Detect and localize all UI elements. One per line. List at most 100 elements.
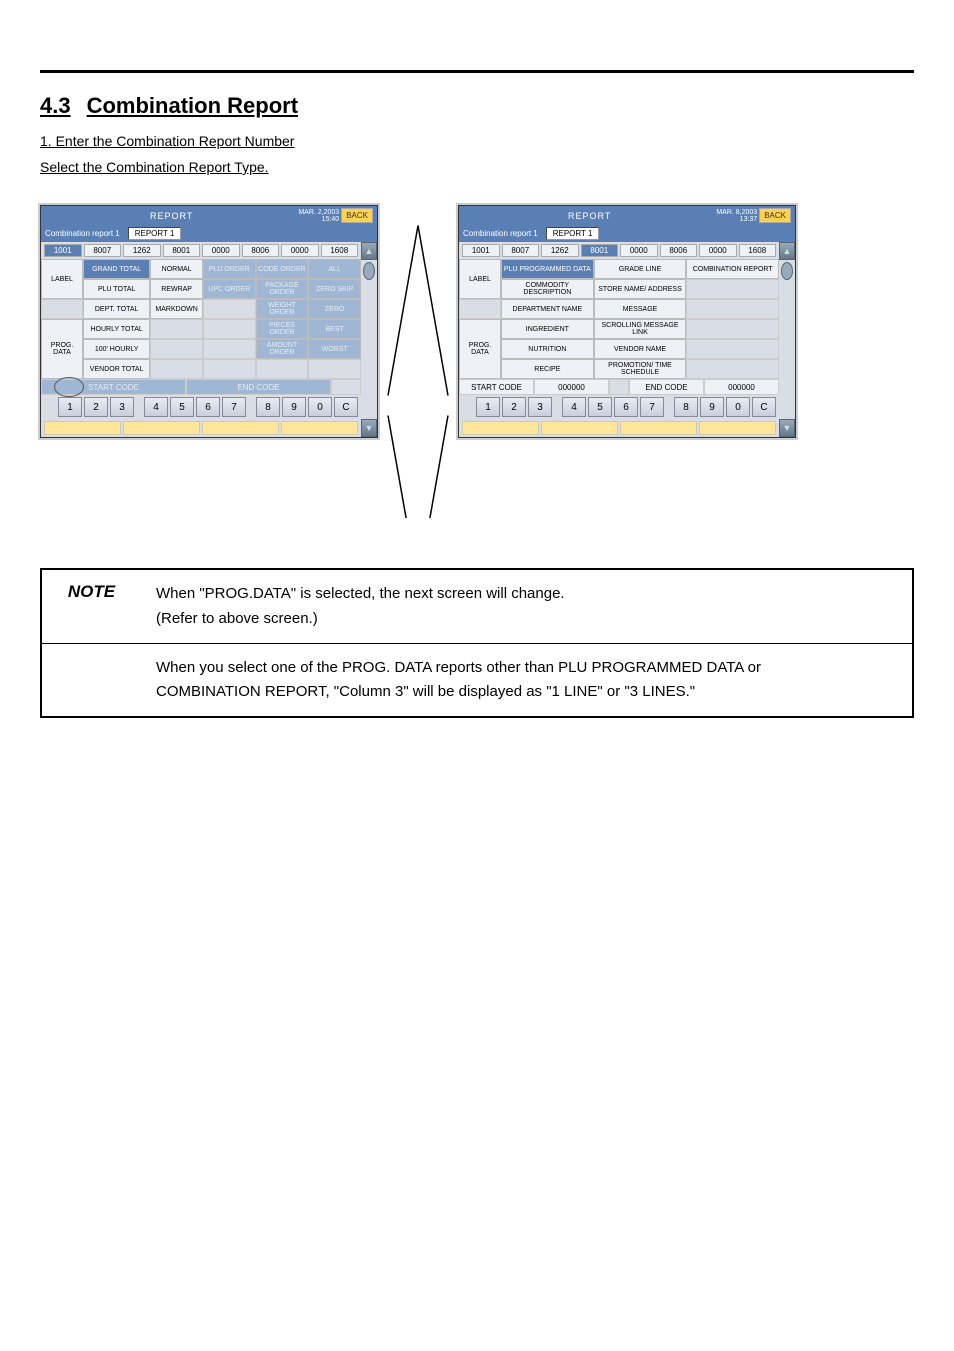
scroll-dot-icon[interactable] [781, 262, 793, 280]
number-row: 1001 8007 1262 8001 0000 8006 0000 1608 [41, 242, 361, 259]
grid-btn[interactable]: COMMODITY DESCRIPTION [501, 279, 594, 299]
grid-btn[interactable]: GRADE LINE [594, 259, 687, 279]
num-cell[interactable]: 8007 [502, 244, 540, 257]
note-label: NOTE [42, 570, 142, 643]
back-button[interactable]: BACK [341, 208, 373, 223]
grid-btn [308, 359, 361, 379]
num-cell[interactable]: 1608 [321, 244, 359, 257]
grid-btn[interactable]: HOURLY TOTAL [83, 319, 150, 339]
grid-btn[interactable]: ZERO [308, 299, 361, 319]
key-5[interactable]: 5 [170, 397, 194, 417]
key-9[interactable]: 9 [700, 397, 724, 417]
key-7[interactable]: 7 [222, 397, 246, 417]
note-body: When "PROG.DATA" is selected, the next s… [142, 570, 912, 643]
key-6[interactable]: 6 [196, 397, 220, 417]
grid-btn[interactable]: WORST [308, 339, 361, 359]
grid-btn[interactable]: VENDOR NAME [594, 339, 687, 359]
grid-btn[interactable]: PLU ORDER [203, 259, 256, 279]
num-cell[interactable]: 1608 [739, 244, 777, 257]
num-cell[interactable]: 8001 [581, 244, 619, 257]
scroll-down-icon[interactable]: ▼ [779, 419, 795, 437]
grid-btn[interactable]: BEST [308, 319, 361, 339]
grid-btn[interactable]: NORMAL [150, 259, 203, 279]
num-cell[interactable]: 8006 [660, 244, 698, 257]
grid-btn[interactable]: ZERO SKIP [308, 279, 361, 299]
grid-btn[interactable]: DEPT. TOTAL [83, 299, 150, 319]
key-0[interactable]: 0 [308, 397, 332, 417]
grid-btn[interactable]: UPC ORDER [203, 279, 256, 299]
step-2: Select the Combination Report Type. [40, 159, 914, 175]
side-progdata[interactable]: PROG. DATA [41, 319, 83, 379]
side-label[interactable]: LABEL [459, 259, 501, 299]
scroll-dot-icon[interactable] [363, 262, 375, 280]
key-4[interactable]: 4 [144, 397, 168, 417]
grid-btn[interactable]: AMOUNT ORDER [256, 339, 309, 359]
grid-btn[interactable]: VENDOR TOTAL [83, 359, 150, 379]
key-c[interactable]: C [334, 397, 358, 417]
key-c[interactable]: C [752, 397, 776, 417]
key-3[interactable]: 3 [528, 397, 552, 417]
grid-btn[interactable]: INGREDIENT [501, 319, 594, 339]
report-name-input[interactable]: REPORT 1 [128, 227, 182, 240]
grid-btn[interactable]: PLU PROGRAMMED DATA [501, 259, 594, 279]
grid-btn[interactable]: ALL [308, 259, 361, 279]
grid-btn[interactable]: CODE ORDER [256, 259, 309, 279]
key-4[interactable]: 4 [562, 397, 586, 417]
key-6[interactable]: 6 [614, 397, 638, 417]
grid-btn[interactable]: PLU TOTAL [83, 279, 150, 299]
back-button[interactable]: BACK [759, 208, 791, 223]
grid-btn[interactable]: COMBINATION REPORT [686, 259, 779, 279]
scroll-up-icon[interactable]: ▲ [779, 242, 795, 260]
end-code-label: END CODE [629, 379, 704, 395]
side-label[interactable]: LABEL [41, 259, 83, 299]
num-cell[interactable]: 1262 [541, 244, 579, 257]
key-7[interactable]: 7 [640, 397, 664, 417]
report-name-input[interactable]: REPORT 1 [546, 227, 600, 240]
grid-btn [686, 339, 779, 359]
key-1[interactable]: 1 [476, 397, 500, 417]
side-progdata[interactable]: PROG. DATA [459, 319, 501, 379]
num-cell[interactable]: 1001 [462, 244, 500, 257]
key-1[interactable]: 1 [58, 397, 82, 417]
num-cell[interactable]: 0000 [699, 244, 737, 257]
grid-btn[interactable]: RECIPE [501, 359, 594, 379]
num-cell[interactable]: 1001 [44, 244, 82, 257]
num-cell[interactable]: 8001 [163, 244, 201, 257]
grid-btn[interactable]: STORE NAME/ ADDRESS [594, 279, 687, 299]
section-title: Combination Report [87, 93, 298, 119]
num-cell[interactable]: 8007 [84, 244, 122, 257]
key-8[interactable]: 8 [674, 397, 698, 417]
grid-btn[interactable]: NUTRITION [501, 339, 594, 359]
header-date: MAR. 8,200313:37 [716, 209, 757, 223]
grid-btn[interactable]: MESSAGE [594, 299, 687, 319]
grid-btn[interactable]: 100' HOURLY [83, 339, 150, 359]
scroll-up-icon[interactable]: ▲ [361, 242, 377, 260]
key-9[interactable]: 9 [282, 397, 306, 417]
grid-btn[interactable]: MARKDOWN [150, 299, 203, 319]
grid-btn[interactable]: WEIGHT ORDER [256, 299, 309, 319]
grid-btn[interactable]: DEPARTMENT NAME [501, 299, 594, 319]
header-title: REPORT [45, 211, 298, 221]
key-5[interactable]: 5 [588, 397, 612, 417]
number-row: 10018007126280010000800600001608 [459, 242, 779, 259]
grid-btn[interactable]: REWRAP [150, 279, 203, 299]
end-code: END CODE [186, 379, 331, 395]
header-title: REPORT [463, 211, 716, 221]
grid-btn[interactable]: PACKAGE ORDER [256, 279, 309, 299]
grid-btn[interactable]: SCROLLING MESSAGE LINK [594, 319, 687, 339]
grid-btn[interactable]: PIECES ORDER [256, 319, 309, 339]
grid-btn[interactable]: GRAND TOTAL [83, 259, 150, 279]
num-cell[interactable]: 8006 [242, 244, 280, 257]
scroll-down-icon[interactable]: ▼ [361, 419, 377, 437]
num-cell[interactable]: 0000 [281, 244, 319, 257]
grid-btn[interactable]: PROMOTION/ TIME SCHEDULE [594, 359, 687, 379]
key-0[interactable]: 0 [726, 397, 750, 417]
grid-btn [150, 339, 203, 359]
num-cell[interactable]: 0000 [620, 244, 658, 257]
key-2[interactable]: 2 [84, 397, 108, 417]
key-3[interactable]: 3 [110, 397, 134, 417]
num-cell[interactable]: 1262 [123, 244, 161, 257]
key-2[interactable]: 2 [502, 397, 526, 417]
key-8[interactable]: 8 [256, 397, 280, 417]
num-cell[interactable]: 0000 [202, 244, 240, 257]
